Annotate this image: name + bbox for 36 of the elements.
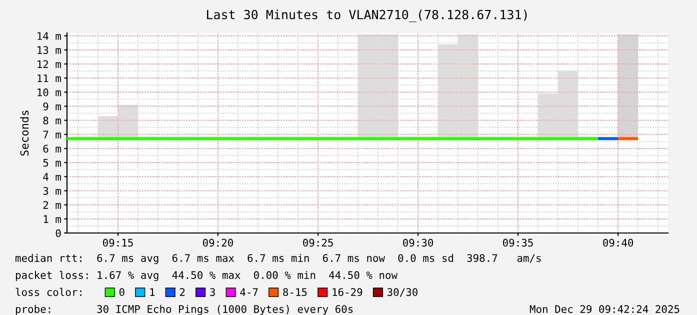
y-tick-label: 1 m [44,215,61,223]
text: median rtt: 6.7 ms avg 6.7 ms max 6.7 ms min 6.7 ms now 0.0 ms sd 398.7 am/s [16,254,541,264]
text: probe: 30 ICMP Echo Pings (1000 Bytes) every 60s [16,304,353,315]
y-tick-label: 12 m [38,60,61,68]
text: packet loss: 1.67 % avg 44.50 % max 0.00 % min 44.50 % now [16,270,398,282]
y-tick-label: 13 m [38,46,61,54]
legend-label: 16-29 [332,288,362,296]
y-tick-label: 9 m [43,102,61,110]
y-axis-title: Seconds [20,110,29,156]
x-tick-label: 09:35 [502,238,533,247]
legend-title: loss color: [16,288,82,296]
legend-label: 8-15 [283,288,307,296]
chart-title: Last 30 Minutes to VLAN2710_(78.128.67.131) [207,10,527,22]
legend-label: 4-7 [240,288,258,296]
x-tick-label: 09:25 [303,238,333,247]
text: Mon Dec 29 09:42:24 2025 [530,305,680,314]
y-tick-label: 4 m [43,173,61,181]
x-tick-label: 09:20 [202,238,233,247]
legend-label: 3 [210,288,215,296]
legend-label: 1 [150,288,155,296]
legend-label: 2 [180,288,185,296]
y-tick-label: 10 m [38,88,61,96]
x-tick-label: 09:40 [603,238,634,247]
x-tick-label: 09:30 [403,238,434,247]
x-tick-label: 09:15 [103,238,133,247]
y-tick-label: 6 m [43,144,61,153]
y-tick-label: 11 m [38,74,61,82]
y-tick-label: 5 m [43,158,61,167]
y-tick-label: 7 m [43,130,61,138]
y-tick-label: 2 m [43,201,61,209]
y-tick-label: 0 [56,229,61,238]
legend-label: 30/30 [387,288,418,297]
y-tick-label: 3 m [43,187,61,195]
y-tick-label: 14 m [38,32,61,40]
legend-label: 0 [119,288,124,296]
y-tick-label: 8 m [43,116,61,124]
